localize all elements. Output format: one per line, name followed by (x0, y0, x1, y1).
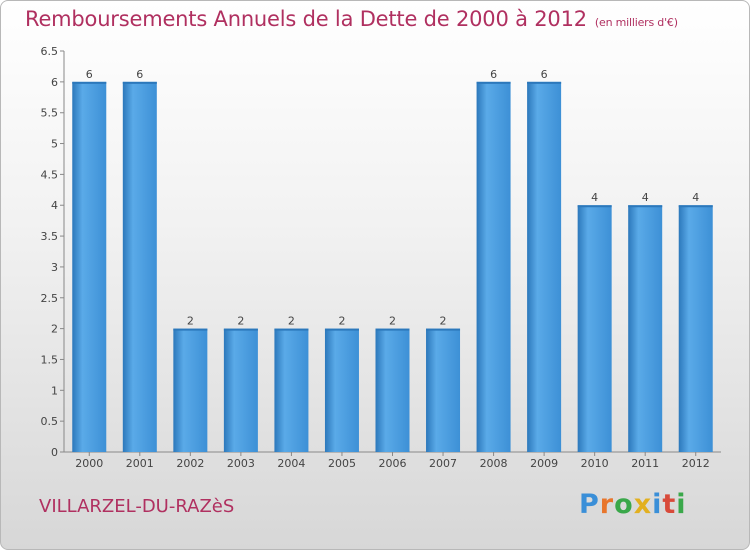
y-tick-label: 5 (51, 138, 58, 151)
bar-group: 2 (173, 315, 208, 452)
y-tick-label: 4.5 (41, 168, 59, 181)
bar (628, 205, 663, 452)
y-tick-label: 0.5 (41, 415, 59, 428)
x-tick-label: 2002 (176, 457, 204, 470)
y-tick-label: 5.5 (41, 107, 59, 120)
bar (223, 328, 258, 452)
bar-cap (324, 328, 359, 331)
x-tick-label: 2006 (379, 457, 407, 470)
bar-group: 2 (375, 315, 410, 452)
logo-letter: o (614, 489, 634, 520)
bar-value-label: 2 (187, 315, 194, 328)
bar-value-label: 4 (692, 191, 699, 204)
logo-letter: i (676, 489, 687, 520)
bar-value-label: 2 (389, 315, 396, 328)
axes: 0 0.5 1 1.5 2 2.5 3 3.5 4 4.5 5 5.5 6 6.5 2000 2001 2002… (41, 45, 721, 470)
bar-group: 4 (628, 191, 663, 452)
y-tick-label: 2.5 (41, 292, 59, 305)
x-tick-label: 2011 (631, 457, 659, 470)
bar-value-label: 2 (288, 315, 295, 328)
x-tick-label: 2007 (429, 457, 457, 470)
bar-group: 2 (223, 315, 258, 452)
bar-value-label: 6 (86, 68, 93, 81)
x-tick-label: 2003 (227, 457, 255, 470)
chart-subtitle: (en milliers d'€) (594, 16, 678, 29)
bar-cap (223, 328, 258, 331)
bar (577, 205, 612, 452)
bar-value-label: 6 (136, 68, 143, 81)
bar-cap (577, 205, 612, 208)
y-tick-label: 3.5 (41, 230, 59, 243)
y-tick-label: 6 (51, 76, 58, 89)
chart-title-text: Remboursements Annuels de la Dette de 20… (25, 7, 587, 31)
bar-cap (274, 328, 309, 331)
bar-value-label: 6 (541, 68, 548, 81)
bars: 6 6 2 2 2 2 2 2 6 6 4 4 4 (72, 68, 713, 452)
bar (324, 328, 359, 452)
bar-cap (476, 81, 511, 84)
y-tick-label: 1 (51, 384, 58, 397)
y-tick-label: 4 (51, 199, 58, 212)
bar (375, 328, 410, 452)
logo-letter: P (579, 489, 600, 520)
bar-group: 4 (678, 191, 713, 452)
y-tick-label: 2 (51, 323, 58, 336)
y-tick-label: 1.5 (41, 353, 59, 366)
x-tick-label: 2004 (277, 457, 305, 470)
logo-letter: x (633, 489, 653, 520)
bar-value-label: 2 (237, 315, 244, 328)
bar-cap (72, 81, 107, 84)
bar-group: 6 (72, 68, 107, 452)
bar (72, 81, 107, 452)
x-tick-label: 2000 (75, 457, 103, 470)
bar-cap (122, 81, 157, 84)
x-tick-label: 2010 (581, 457, 609, 470)
commune-name: VILLARZEL-DU-RAZèS (39, 496, 235, 517)
bar-group: 4 (577, 191, 612, 452)
x-tick-label: 2009 (530, 457, 558, 470)
logo-letter: i (652, 489, 663, 520)
bar-cap (628, 205, 663, 208)
bar-cap (375, 328, 410, 331)
x-tick-label: 2012 (682, 457, 710, 470)
bar-group: 2 (324, 315, 359, 452)
bar-group: 6 (122, 68, 157, 452)
bar (274, 328, 309, 452)
bar-value-label: 4 (642, 191, 649, 204)
bar-value-label: 4 (591, 191, 598, 204)
y-tick-label: 6.5 (41, 45, 59, 58)
bar (173, 328, 208, 452)
x-tick-label: 2008 (480, 457, 508, 470)
bar-group: 2 (274, 315, 309, 452)
bar-cap (527, 81, 562, 84)
chart-title: Remboursements Annuels de la Dette de 20… (25, 7, 678, 31)
bar-cap (426, 328, 461, 331)
y-tick-label: 0 (51, 446, 58, 459)
logo-letter: r (599, 489, 615, 520)
x-tick-label: 2005 (328, 457, 356, 470)
bar-group: 6 (476, 68, 511, 452)
bar (122, 81, 157, 452)
bar (426, 328, 461, 452)
bar-cap (173, 328, 208, 331)
y-tick-label: 3 (51, 261, 58, 274)
bar-group: 6 (527, 68, 562, 452)
bar-value-label: 2 (338, 315, 345, 328)
bar-cap (678, 205, 713, 208)
bar (527, 81, 562, 452)
bar-value-label: 6 (490, 68, 497, 81)
bar (678, 205, 713, 452)
logo-letter: t (662, 489, 677, 520)
bar-value-label: 2 (440, 315, 447, 328)
x-tick-label: 2001 (126, 457, 154, 470)
proxiti-logo: Proxiti (579, 489, 687, 520)
bar-group: 2 (426, 315, 461, 452)
bar (476, 81, 511, 452)
